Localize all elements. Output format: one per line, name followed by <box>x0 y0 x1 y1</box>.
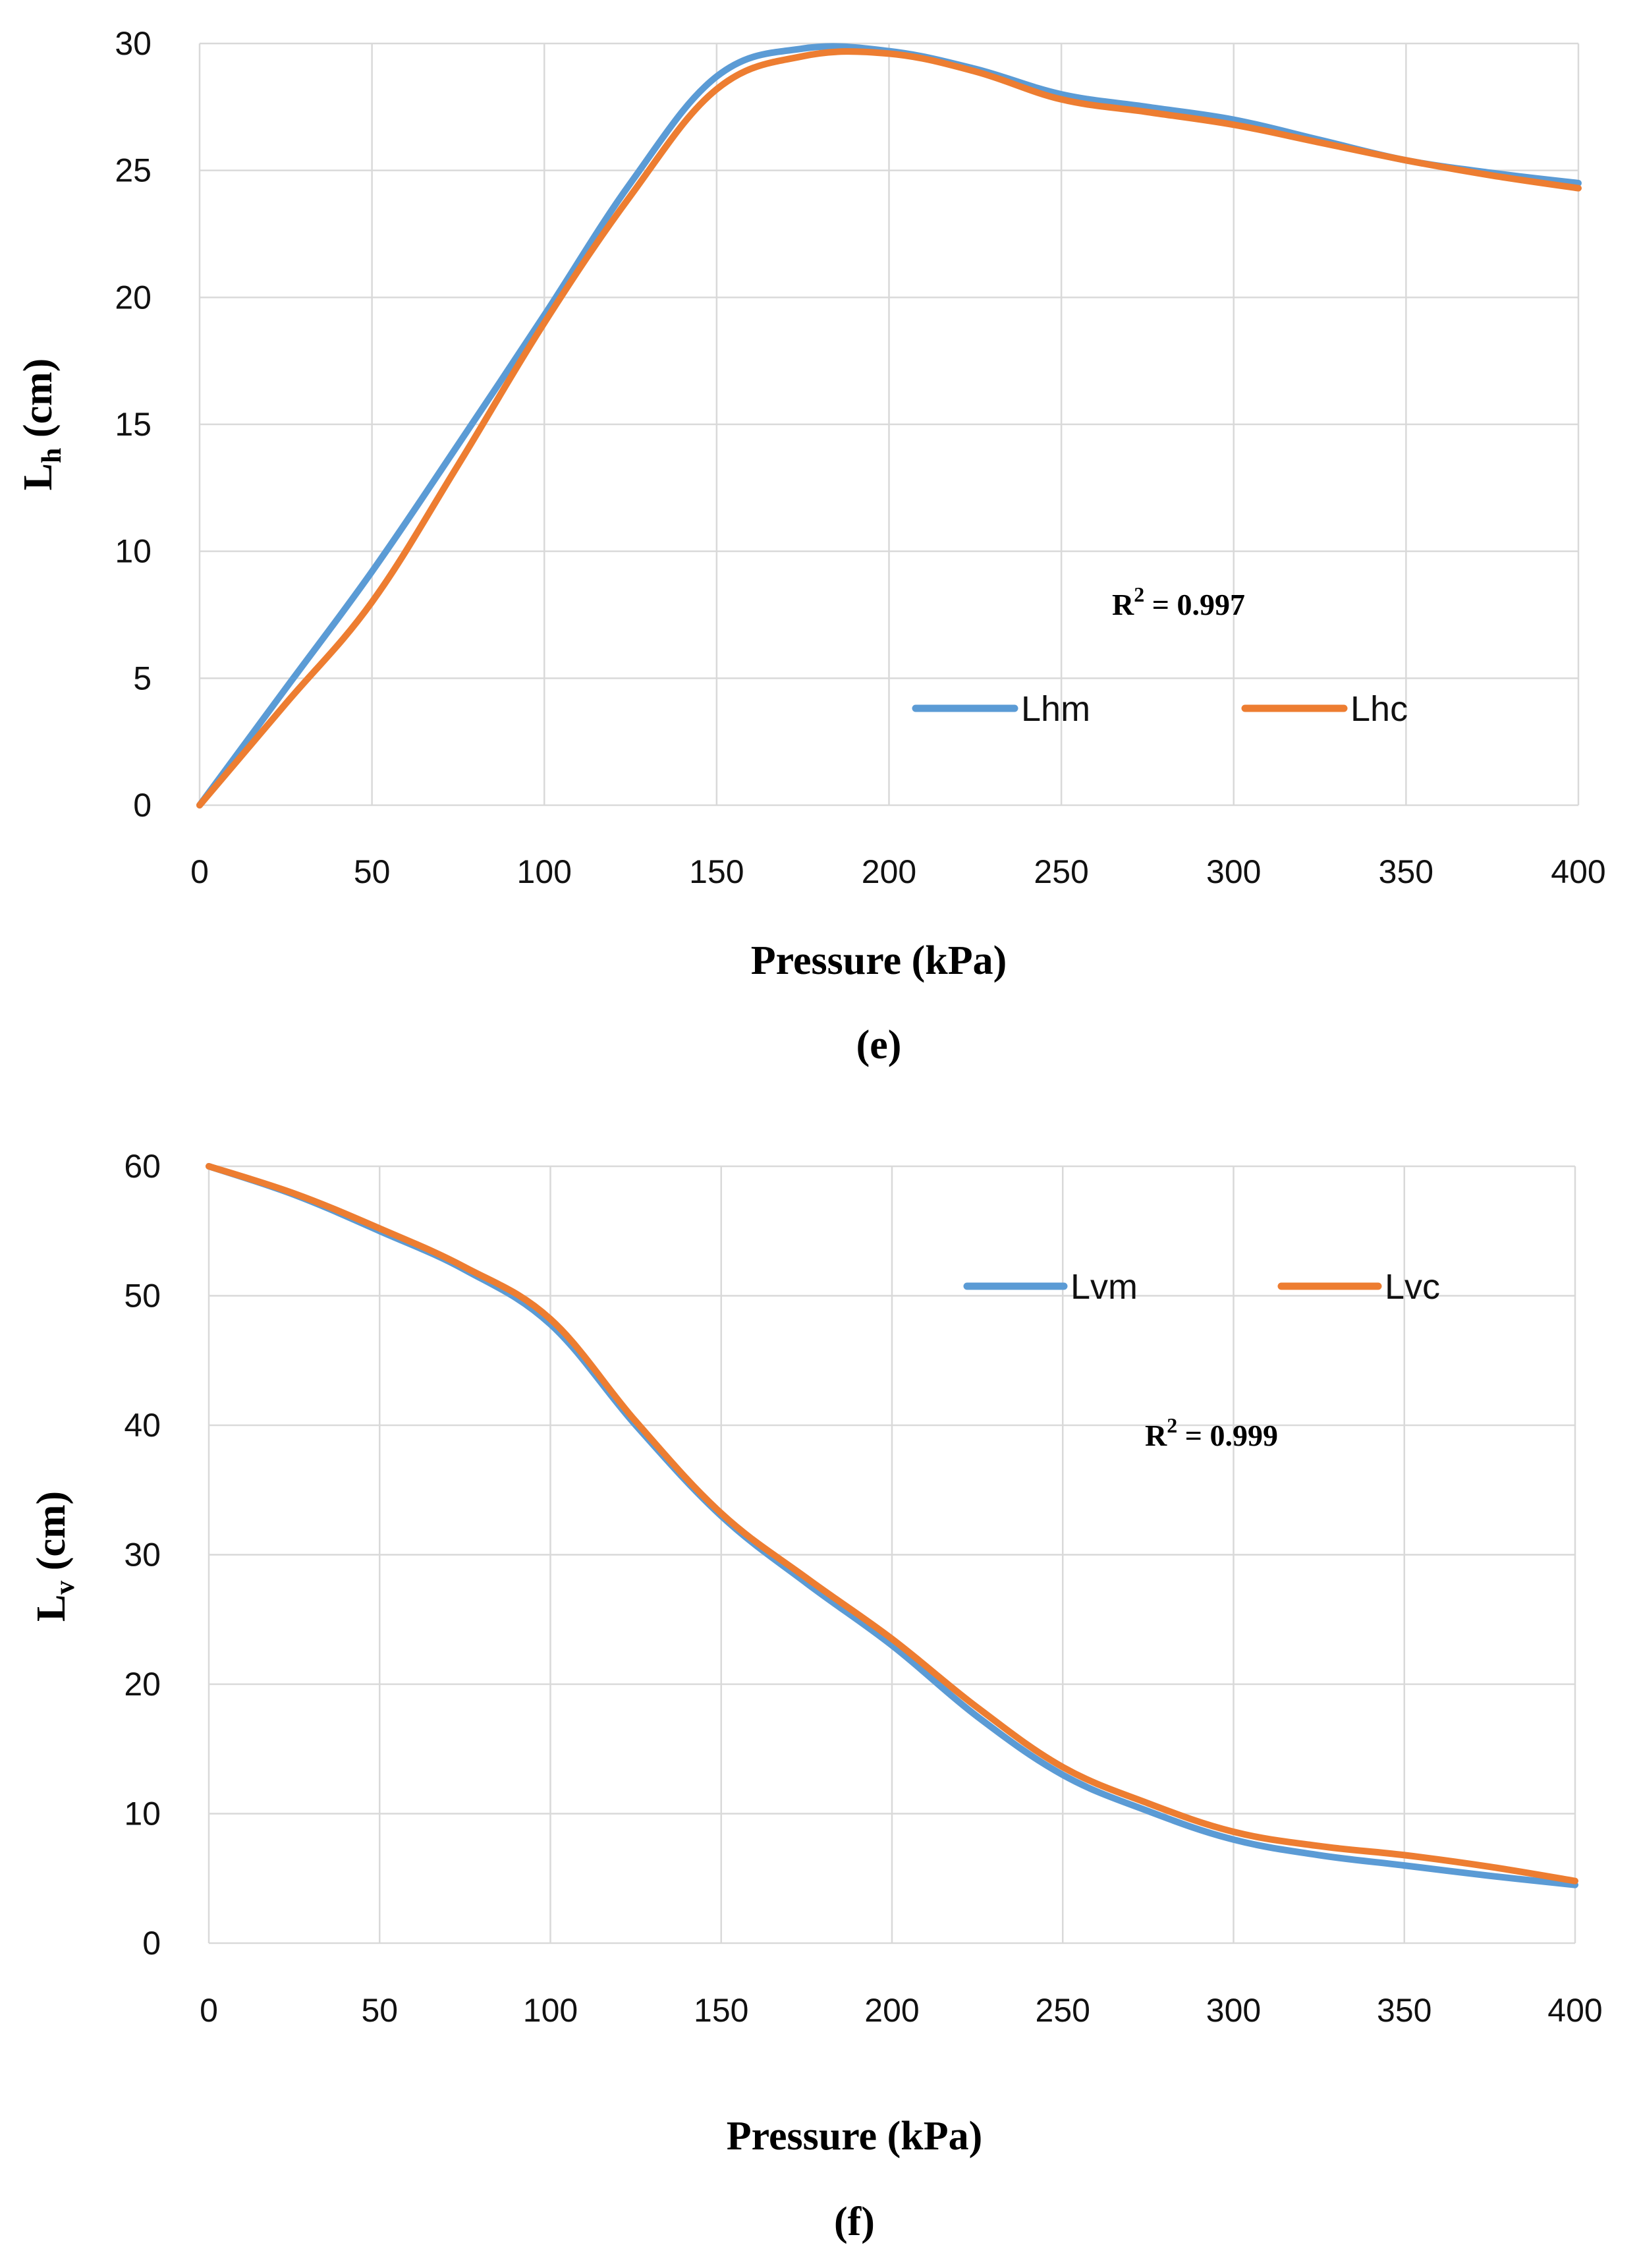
r-squared-letter: R <box>1145 1419 1167 1452</box>
x-axis-title: Pressure (kPa) <box>751 938 1007 983</box>
x-tick-label: 50 <box>354 853 391 890</box>
x-tick-label: 350 <box>1377 1992 1431 2029</box>
y-tick-label: 0 <box>142 1925 161 1962</box>
x-tick-label: 50 <box>361 1992 398 2029</box>
chart-e: 0 50 100 150 200 250 300 350 400 0 5 10 15 20 25 30 Lhm L… <box>16 25 1606 1067</box>
r-squared-superscript: 2 <box>1167 1413 1177 1437</box>
x-tick-label: 250 <box>1036 1992 1090 2029</box>
y-axis-title-unit: (cm) <box>29 1491 74 1581</box>
y-axis-title-main: L <box>29 1595 74 1622</box>
x-tick-label: 100 <box>523 1992 578 2029</box>
legend-label-lvm: Lvm <box>1070 1267 1138 1307</box>
r-squared-superscript: 2 <box>1134 582 1144 606</box>
x-tick-label: 100 <box>517 853 572 890</box>
legend-label-lvc: Lvc <box>1385 1267 1440 1307</box>
x-tick-label: 0 <box>190 853 209 890</box>
x-tick-label: 250 <box>1034 853 1088 890</box>
r-squared-annotation: R2 = 0.999 <box>1145 1413 1278 1452</box>
r-squared-letter: R <box>1112 588 1134 621</box>
y-axis-title-subscript: h <box>37 448 67 463</box>
y-tick-label: 25 <box>115 152 152 189</box>
y-tick-label: 50 <box>124 1278 161 1315</box>
y-tick-label: 10 <box>124 1796 161 1832</box>
r-squared-annotation: R2 = 0.997 <box>1112 582 1245 621</box>
y-tick-label: 20 <box>124 1666 161 1703</box>
series-line-lhc <box>196 48 1582 808</box>
y-axis-title: Lh (cm) <box>16 358 67 491</box>
x-axis-title: Pressure (kPa) <box>727 2114 983 2159</box>
x-tick-label: 150 <box>694 1992 748 2029</box>
figure-caption: (f) <box>834 2199 875 2244</box>
y-tick-label: 40 <box>124 1407 161 1444</box>
chart-f: 0 50 100 150 200 250 300 350 400 0 10 20 30 40 50 60 Lvm… <box>29 1148 1603 2244</box>
y-tick-label: 20 <box>115 279 152 316</box>
series-line-lvc <box>206 1163 1578 1885</box>
y-tick-label: 30 <box>115 25 152 62</box>
x-tick-label: 200 <box>862 853 916 890</box>
y-tick-label: 0 <box>133 787 152 824</box>
y-axis-title-main: L <box>16 463 61 490</box>
y-axis-title: Lv (cm) <box>29 1491 80 1622</box>
y-axis-title-unit: (cm) <box>16 358 61 448</box>
x-tick-label: 400 <box>1551 853 1605 890</box>
r-squared-value: = 0.999 <box>1177 1419 1278 1452</box>
y-axis-title-subscript: v <box>50 1581 80 1595</box>
y-tick-label: 10 <box>115 533 152 570</box>
r-squared-value: = 0.997 <box>1144 588 1245 621</box>
y-tick-label: 15 <box>115 406 152 443</box>
y-tick-label: 60 <box>124 1148 161 1185</box>
x-tick-label: 300 <box>1206 1992 1261 2029</box>
x-tick-label: 150 <box>689 853 744 890</box>
y-tick-label: 30 <box>124 1537 161 1573</box>
y-tick-label: 5 <box>133 660 152 696</box>
x-tick-label: 350 <box>1379 853 1433 890</box>
legend-label-lhc: Lhc <box>1350 689 1408 729</box>
figure-caption: (e) <box>856 1023 902 1067</box>
x-tick-label: 200 <box>864 1992 919 2029</box>
x-tick-label: 400 <box>1547 1992 1602 2029</box>
x-tick-label: 300 <box>1206 853 1261 890</box>
x-tick-label: 0 <box>200 1992 218 2029</box>
legend-label-lhm: Lhm <box>1021 689 1090 729</box>
